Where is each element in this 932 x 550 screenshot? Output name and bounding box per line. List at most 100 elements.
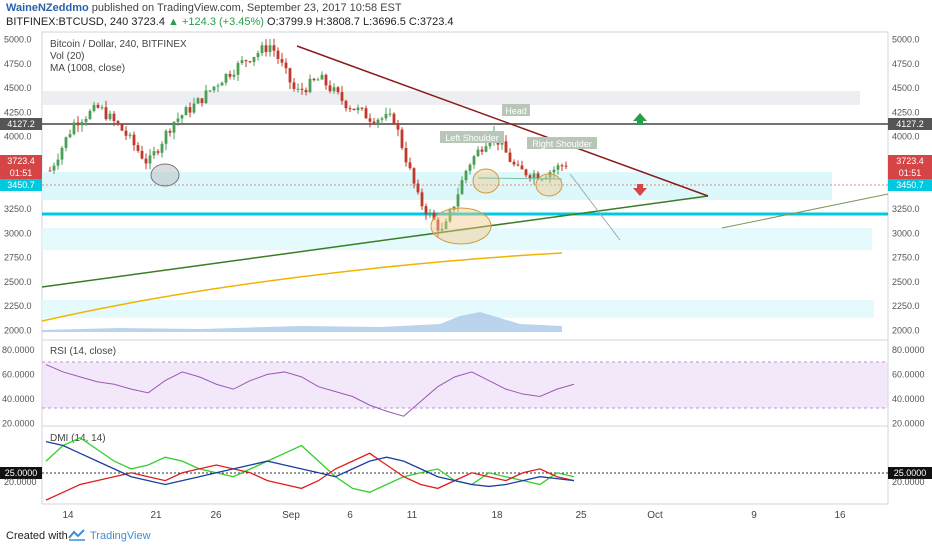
candle-body — [104, 107, 108, 120]
dmi-20-left: 20.0000 — [4, 477, 37, 487]
candle-body — [96, 104, 100, 108]
price-tick-label: 3250.0 — [4, 204, 32, 214]
candle-body — [412, 168, 416, 184]
candle-body — [192, 103, 196, 113]
candle-body — [468, 164, 472, 171]
candle-body — [300, 88, 304, 90]
right-shoulder-label: Right Shoulder — [532, 139, 592, 149]
dmi-25-right-text: 25.0000 — [894, 468, 927, 478]
candle-body — [140, 150, 144, 159]
candle-body — [56, 159, 60, 166]
chart-title: Bitcoin / Dollar, 240, BITFINEX — [50, 39, 187, 50]
candle-body — [236, 63, 240, 75]
candle-body — [520, 165, 524, 170]
candle-body — [284, 62, 288, 69]
candle-body — [508, 152, 512, 162]
last-price: 3723.4 — [131, 16, 165, 28]
candle-body — [400, 129, 404, 148]
candle-body — [388, 113, 392, 115]
candle-body — [372, 121, 376, 124]
candle-body — [556, 165, 560, 170]
dmi-25-tag-right — [888, 467, 932, 479]
candle-body — [516, 164, 520, 166]
chart-canvas[interactable]: Head Left Shoulder Right Shoulder Bitcoi… — [0, 30, 932, 522]
pattern-ellipse-1 — [150, 163, 180, 187]
uptrend-line — [41, 195, 709, 288]
tradingview-logo-icon[interactable] — [68, 528, 86, 542]
candle-body — [528, 175, 532, 179]
candle-body — [472, 156, 476, 165]
candle-body — [548, 172, 552, 178]
price-tick-label: 5000.0 — [4, 35, 32, 45]
price-tick-label-right: 4750.0 — [892, 59, 920, 69]
candle-body — [312, 78, 316, 81]
pattern-ellipse-4 — [535, 173, 563, 197]
candle-body — [540, 179, 544, 181]
price-tick-label: 2500.0 — [4, 277, 32, 287]
candle-body — [276, 50, 280, 60]
publish-line: WaineNZeddmo published on TradingView.co… — [6, 2, 402, 14]
candle-body — [164, 130, 168, 144]
candle-body — [296, 88, 300, 90]
ohlc-values: O:3799.9 H:3808.7 L:3696.5 C:3723.4 — [267, 16, 454, 28]
candle-body — [124, 130, 128, 136]
created-with-text: Created with — [6, 530, 68, 542]
ma-legend: MA (1008, close) — [50, 63, 125, 74]
level-tag-left — [0, 118, 42, 130]
time-tick-label: 18 — [491, 510, 503, 521]
candle-body — [160, 143, 164, 153]
candle-body — [148, 155, 152, 164]
candle-body — [256, 53, 260, 58]
candle-body — [112, 113, 116, 121]
candle-body — [524, 169, 528, 176]
rsi-tick-label-right: 20.0000 — [892, 419, 925, 429]
support-tag-right — [888, 179, 932, 191]
author-link[interactable]: WaineNZeddmo — [6, 2, 89, 14]
rsi-band — [42, 362, 888, 408]
price-tick-label-right: 2000.0 — [892, 325, 920, 335]
up-arrow-stem — [637, 121, 643, 125]
candle-body — [332, 87, 336, 92]
price-tick-label-right: 5000.0 — [892, 35, 920, 45]
candle-body — [168, 130, 172, 133]
tradingview-link[interactable]: TradingView — [90, 530, 151, 542]
candle-body — [504, 141, 508, 153]
candle-body — [552, 169, 556, 173]
candle-body — [428, 212, 432, 215]
candle-body — [420, 192, 424, 207]
candle-body — [248, 61, 252, 63]
candle-body — [52, 165, 56, 171]
candle-body — [60, 147, 64, 160]
candle-body — [176, 118, 180, 122]
candle-body — [232, 74, 236, 77]
candle-body — [416, 183, 420, 193]
candle-body — [172, 121, 176, 133]
resistance-zone — [42, 91, 860, 105]
rsi-tick-label: 80.0000 — [2, 345, 35, 355]
candle-body — [380, 118, 384, 120]
candle-body — [384, 114, 388, 119]
price-tick-label-right: 2750.0 — [892, 253, 920, 263]
rsi-tick-label-right: 60.0000 — [892, 369, 925, 379]
candle-body — [252, 57, 256, 62]
head-label: Head — [505, 106, 527, 116]
candle-body — [272, 45, 276, 51]
time-tick-label: 21 — [150, 510, 162, 521]
candle-body — [136, 145, 140, 151]
rsi-tick-label: 20.0000 — [2, 419, 35, 429]
candle-body — [344, 100, 348, 109]
candle-body — [336, 87, 340, 93]
time-tick-label: 11 — [407, 510, 418, 521]
time-tick-label: 9 — [751, 510, 757, 521]
candle-body — [76, 122, 80, 126]
candle-body — [432, 212, 436, 220]
candle-body — [220, 82, 224, 86]
chart-header: WaineNZeddmo published on TradingView.co… — [0, 0, 932, 30]
time-tick-label: Oct — [647, 510, 663, 521]
countdown-right-text: 01:51 — [899, 168, 922, 178]
candle-body — [340, 92, 344, 101]
time-tick-label: 26 — [210, 510, 222, 521]
vol-legend: Vol (20) — [50, 51, 84, 62]
candle-body — [180, 115, 184, 119]
candle-body — [84, 118, 88, 123]
